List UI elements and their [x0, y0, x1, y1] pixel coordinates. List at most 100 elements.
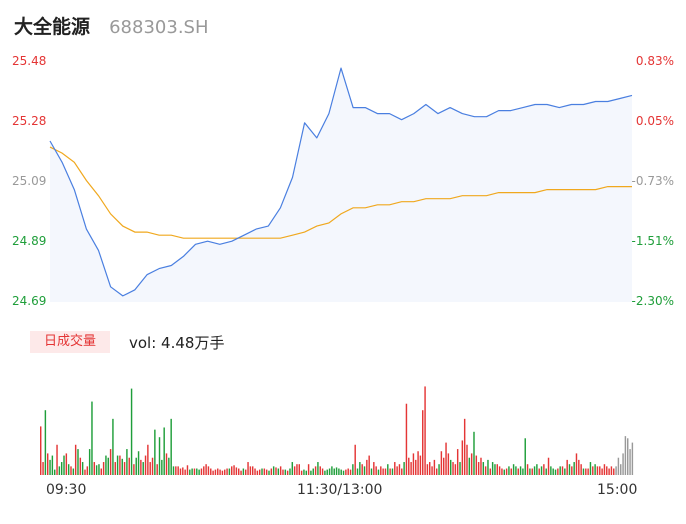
- volume-bar: [133, 464, 135, 475]
- volume-bar: [363, 466, 366, 475]
- volume-bar: [510, 468, 512, 475]
- volume-bar: [203, 466, 205, 475]
- volume-bar: [156, 464, 158, 475]
- volume-bar: [254, 468, 256, 475]
- volume-bar: [608, 468, 610, 475]
- volume-bar: [585, 468, 587, 475]
- time-tick-label: 15:00: [597, 482, 638, 498]
- volume-bar: [182, 467, 184, 475]
- volume-bar: [377, 469, 380, 475]
- volume-bar: [186, 465, 189, 475]
- volume-bar: [177, 466, 179, 475]
- volume-bar: [552, 468, 554, 475]
- volume-bar: [123, 462, 126, 475]
- volume-bar: [228, 468, 231, 475]
- volume-bar: [589, 462, 592, 475]
- volume-bar: [442, 457, 445, 475]
- volume-bar: [303, 469, 305, 475]
- volume-bar: [380, 466, 382, 475]
- volume-bar: [352, 464, 354, 475]
- stock-name: 大全能源: [14, 16, 91, 38]
- volume-bar: [298, 464, 300, 475]
- volume-bar: [592, 466, 594, 475]
- volume-bar: [333, 468, 335, 475]
- volume-bar: [140, 459, 142, 475]
- volume-bar: [356, 468, 359, 475]
- volume-bar: [196, 468, 198, 475]
- volume-bar: [424, 386, 426, 475]
- volume-bar: [189, 469, 191, 475]
- volume-bar: [345, 469, 347, 475]
- volume-bar: [445, 442, 447, 475]
- volume-bar: [564, 468, 566, 475]
- change-tick-label: 0.05%: [635, 114, 674, 128]
- volume-bar: [601, 468, 603, 475]
- volume-bar: [440, 451, 443, 475]
- volume-bar: [575, 453, 578, 475]
- volume-bar: [135, 457, 137, 475]
- volume-bar: [200, 468, 203, 475]
- volume-bar: [508, 466, 510, 475]
- volume-bar: [314, 466, 317, 475]
- volume-bar: [212, 470, 214, 475]
- volume-bar: [198, 469, 200, 475]
- volume-bar: [498, 466, 501, 475]
- volume-bar: [91, 401, 93, 475]
- volume-bar: [387, 464, 389, 475]
- volume-bar: [536, 464, 538, 475]
- volume-bar: [238, 468, 240, 475]
- volume-bar: [349, 469, 352, 475]
- change-tick-label: -2.30%: [631, 294, 674, 308]
- volume-bar: [256, 470, 259, 475]
- volume-bar: [205, 464, 207, 475]
- volume-bar: [119, 455, 121, 475]
- volume-bar: [158, 437, 161, 475]
- volume-bar: [296, 464, 298, 475]
- volume-bar: [268, 470, 270, 475]
- volume-bar: [247, 462, 249, 475]
- volume-bar: [217, 468, 219, 475]
- volume-bar: [627, 438, 629, 475]
- volume-bar: [154, 429, 156, 475]
- volume-bar: [307, 464, 310, 475]
- volume-bar: [599, 466, 601, 475]
- volume-bar: [93, 462, 96, 475]
- volume-bar: [81, 462, 84, 475]
- volume-bar: [193, 468, 196, 475]
- volume-bar: [317, 462, 319, 475]
- volume-bar: [340, 469, 342, 475]
- volume-bar: [461, 440, 464, 475]
- volume-bar: [566, 459, 568, 475]
- volume-bar: [109, 449, 112, 475]
- volume-bar: [53, 469, 56, 475]
- volume-bar: [142, 462, 144, 475]
- volume-bar: [221, 470, 224, 475]
- volume-bar: [51, 455, 54, 475]
- volume-bar: [79, 457, 82, 475]
- volume-bar: [373, 462, 375, 475]
- volume-bar: [226, 468, 228, 475]
- volume-bar: [494, 464, 496, 475]
- volume-bar: [415, 459, 417, 475]
- volume-bar: [405, 403, 408, 475]
- volume-bar: [477, 462, 480, 475]
- volume-bar: [263, 468, 266, 475]
- volume-bar: [291, 462, 294, 475]
- volume-bar: [545, 468, 547, 475]
- volume-bar: [249, 466, 252, 475]
- price-tick-label: 25.48: [12, 54, 47, 68]
- volume-bar: [147, 444, 149, 475]
- volume-bar: [179, 468, 182, 475]
- volume-bar: [512, 464, 515, 475]
- volume-bar: [501, 468, 503, 475]
- volume-bar: [629, 449, 631, 475]
- price-line: [49, 67, 633, 297]
- volume-bar: [561, 466, 564, 475]
- volume-bar: [277, 468, 280, 475]
- volume-bar: [571, 466, 573, 475]
- volume-bar: [412, 453, 415, 475]
- volume-bar: [391, 468, 394, 475]
- volume-bar: [126, 449, 128, 475]
- volume-bar: [328, 468, 331, 475]
- volume-bar: [526, 464, 529, 475]
